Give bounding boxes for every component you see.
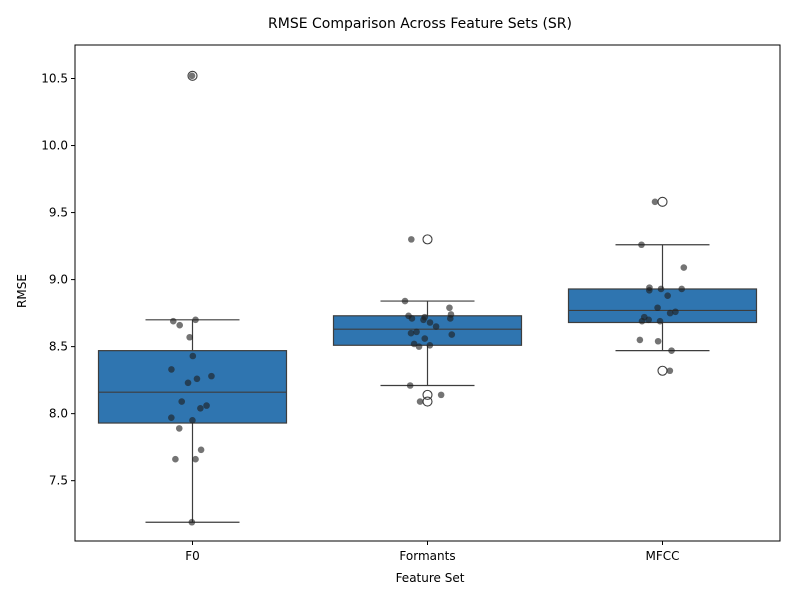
data-point (172, 455, 179, 463)
x-tick-label: Formants (399, 549, 455, 563)
data-point (416, 398, 424, 405)
outlier-marker (657, 365, 668, 376)
data-point (638, 317, 646, 325)
data-point (666, 309, 674, 317)
data-point (426, 341, 434, 349)
data-point (446, 315, 454, 322)
data-point (188, 518, 196, 526)
data-point (666, 367, 674, 375)
outlier-marker (422, 389, 433, 400)
y-tick-label: 10.0 (41, 139, 68, 153)
x-axis-label: Feature Set (396, 571, 465, 585)
data-point (645, 316, 652, 324)
data-point (169, 317, 177, 325)
data-point (668, 347, 675, 354)
data-point (408, 236, 415, 243)
y-axis-label: RMSE (15, 274, 29, 308)
data-point (420, 316, 427, 324)
x-tick-label: F0 (185, 549, 200, 563)
data-point (178, 398, 186, 405)
y-tick-label: 9.5 (49, 206, 68, 220)
data-point (188, 72, 196, 80)
plot-area: 7.5 8.0 8.5 9.0 9.5 10.0 10.5 F0 Formants MFCC (41, 44, 781, 563)
box-f0 (97, 350, 288, 424)
box-formants (332, 315, 523, 346)
data-point (203, 402, 210, 409)
data-point (654, 304, 661, 312)
data-point (651, 198, 659, 206)
chart-title: RMSE Comparison Across Feature Sets (SR) (268, 16, 572, 32)
data-point (197, 446, 205, 454)
data-point (401, 297, 409, 305)
box-mfcc (567, 288, 758, 324)
y-tick-label: 8.0 (49, 407, 68, 421)
data-point (189, 352, 197, 360)
data-point (415, 343, 423, 350)
data-point (664, 292, 671, 299)
data-point (189, 417, 196, 424)
data-point (197, 404, 204, 412)
data-point (176, 321, 183, 329)
data-point (656, 317, 664, 325)
y-tick-label: 9.0 (49, 273, 68, 287)
data-point (168, 366, 175, 373)
data-point (184, 379, 192, 387)
data-point (408, 315, 416, 322)
data-point (208, 372, 215, 380)
data-point (672, 308, 679, 316)
data-point (680, 264, 688, 271)
data-point (646, 287, 653, 294)
data-point (175, 425, 183, 432)
outlier-marker (422, 234, 433, 245)
outlier-marker (422, 396, 433, 407)
x-tick-label: MFCC (645, 549, 679, 563)
y-tick-label: 10.5 (41, 72, 68, 86)
data-point (406, 382, 414, 389)
data-point (426, 319, 434, 326)
data-point (186, 333, 193, 341)
data-point (168, 414, 175, 421)
data-point (654, 337, 662, 345)
data-point (636, 336, 644, 344)
data-point (192, 316, 199, 324)
data-point (432, 323, 440, 330)
data-point (410, 340, 418, 348)
data-point (437, 391, 445, 399)
data-point (421, 335, 429, 342)
y-tick-label: 7.5 (49, 474, 68, 488)
data-point (413, 328, 420, 336)
data-point (407, 329, 415, 337)
data-point (678, 285, 686, 293)
outlier-marker (187, 70, 198, 81)
data-point (657, 285, 665, 293)
data-point (448, 331, 456, 338)
outlier-marker (657, 196, 668, 207)
data-point (193, 375, 201, 383)
data-point (192, 455, 199, 463)
data-point (638, 241, 645, 249)
data-point (446, 304, 453, 312)
y-tick-label: 8.5 (49, 340, 68, 354)
